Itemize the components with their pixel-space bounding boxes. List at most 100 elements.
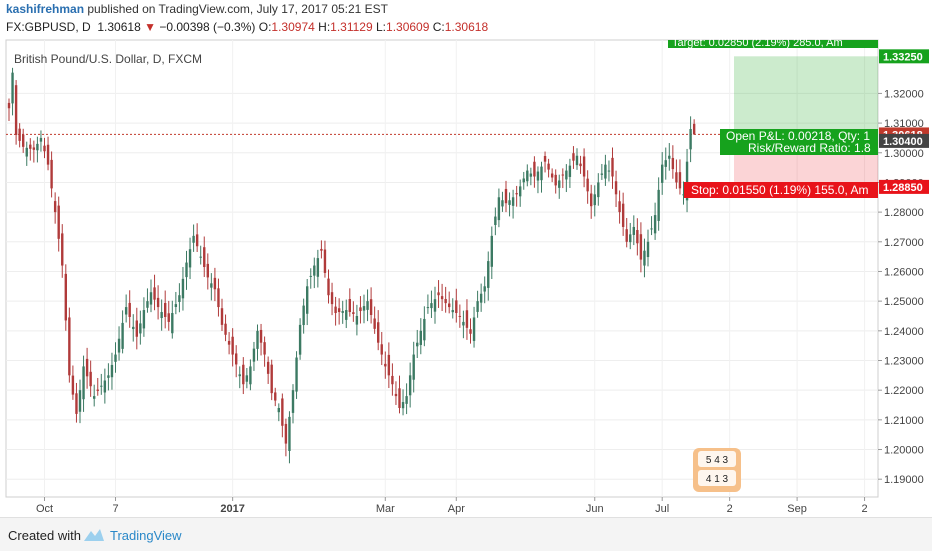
candle-body: [362, 306, 366, 311]
candle-body: [316, 258, 320, 277]
candle-body: [579, 163, 582, 167]
candle-body: [487, 261, 490, 288]
candle-body: [277, 407, 280, 413]
candle-body: [156, 297, 160, 308]
candle-body: [93, 396, 96, 399]
candle-body: [597, 182, 600, 198]
candle-body: [78, 390, 82, 412]
candle-body: [366, 301, 369, 310]
candle-body: [160, 312, 163, 319]
candle-body: [611, 157, 614, 177]
candle-body: [302, 305, 305, 326]
y-tick-label: 1.22000: [884, 385, 924, 397]
x-tick-label: Apr: [448, 503, 465, 515]
candle-body: [36, 143, 39, 151]
candle-body: [572, 153, 575, 161]
candle-body: [462, 321, 465, 326]
candle-body: [235, 353, 238, 365]
entry-price-label-text: 1.30400: [883, 136, 923, 148]
candle-body: [107, 375, 110, 378]
y-tick-label: 1.24000: [884, 326, 924, 338]
candle-body: [274, 392, 277, 401]
candle-body: [419, 330, 422, 345]
candle-body: [323, 249, 327, 273]
candle-body: [238, 374, 241, 377]
target-label-box: [668, 40, 878, 48]
candle-body: [320, 248, 323, 251]
candle-body: [142, 310, 146, 329]
target-price-label-text: 1.33250: [883, 51, 923, 63]
candle-body: [309, 275, 312, 277]
candles-group: [7, 67, 696, 464]
candle-body: [508, 200, 511, 205]
candle-body: [96, 389, 99, 391]
candle-body: [501, 200, 504, 207]
candle-body: [618, 201, 621, 213]
candle-body: [29, 144, 32, 149]
candle-body: [11, 72, 14, 104]
candle-body: [39, 137, 43, 142]
y-tick-label: 1.30000: [884, 148, 924, 160]
symbol-label: FX:GBPUSD, D: [6, 20, 91, 34]
candle-body: [430, 303, 433, 309]
candle-body: [607, 170, 611, 172]
candle-body: [359, 307, 362, 312]
candle-body: [636, 230, 639, 244]
candle-body: [600, 173, 604, 175]
y-tick-label: 1.25000: [884, 296, 924, 308]
candle-body: [146, 301, 149, 308]
high-label: H:: [318, 20, 331, 34]
candle-body: [412, 354, 415, 380]
open-value: 1.30974: [271, 20, 315, 34]
candle-body: [61, 233, 64, 266]
candle-body: [124, 307, 128, 315]
candle-body: [401, 402, 405, 409]
candle-body: [391, 375, 394, 385]
candle-body: [494, 216, 497, 225]
candle-body: [64, 273, 67, 321]
candle-body: [437, 292, 440, 296]
candle-body: [270, 364, 273, 394]
candle-body: [337, 308, 341, 313]
risk-reward-text: Risk/Reward Ratio: 1.8: [748, 141, 871, 155]
footer-bar: Created with TradingView: [0, 517, 932, 551]
candle-body: [408, 375, 412, 396]
stop-price-label-text: 1.28850: [883, 182, 923, 194]
candle-body: [291, 390, 295, 413]
flags-badge-bottom-panel: [698, 470, 736, 486]
candle-body: [110, 364, 114, 378]
author-link[interactable]: kashifrehman: [6, 2, 85, 16]
tradingview-brand[interactable]: TradingView: [110, 528, 182, 543]
candle-body: [469, 329, 472, 334]
candle-body: [75, 393, 78, 414]
candle-body: [448, 303, 451, 308]
candle-body: [188, 249, 192, 268]
open-pl-text: Open P&L: 0.00218, Qty: 1: [726, 129, 870, 143]
candle-body: [547, 163, 550, 170]
candle-body: [50, 159, 53, 189]
candle-body: [281, 398, 284, 426]
candle-body: [593, 194, 596, 206]
candle-body: [433, 299, 437, 312]
candle-body: [554, 174, 557, 186]
candle-body: [519, 186, 522, 197]
candle-body: [181, 278, 185, 299]
chart-title: British Pound/U.S. Dollar, D, FXCM: [14, 52, 202, 66]
candle-body: [394, 393, 398, 397]
tradingview-logo-icon: [84, 529, 104, 541]
candle-body: [529, 173, 533, 177]
candle-body: [245, 375, 249, 382]
candle-body: [590, 193, 593, 207]
candle-body: [373, 318, 376, 329]
candle-body: [522, 178, 525, 183]
candle-body: [203, 247, 206, 268]
candle-body: [632, 226, 635, 235]
candle-body: [82, 366, 85, 400]
profit-zone: [734, 56, 878, 141]
candle-body: [18, 128, 21, 141]
candle-body: [653, 215, 657, 234]
y-tick-label: 1.32000: [884, 88, 924, 100]
candle-body: [550, 173, 554, 178]
candle-body: [398, 388, 401, 408]
